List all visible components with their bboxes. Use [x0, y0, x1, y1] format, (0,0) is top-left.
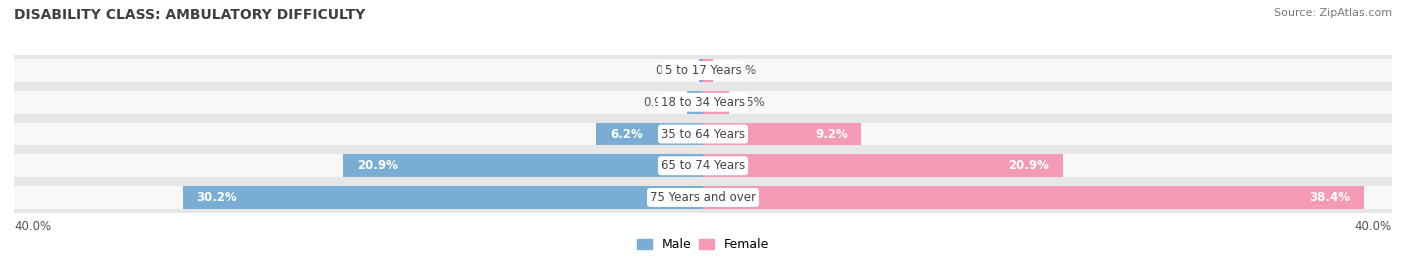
Text: 65 to 74 Years: 65 to 74 Years	[661, 159, 745, 172]
Bar	[183, 186, 703, 209]
Bar	[688, 91, 703, 114]
Text: 5 to 17 Years: 5 to 17 Years	[665, 64, 741, 77]
Text: 0.21%: 0.21%	[655, 64, 693, 77]
Text: 18 to 34 Years: 18 to 34 Years	[661, 96, 745, 109]
Bar	[14, 186, 1392, 209]
Bar	[14, 91, 1392, 114]
Bar	[703, 154, 1063, 177]
Text: DISABILITY CLASS: AMBULATORY DIFFICULTY: DISABILITY CLASS: AMBULATORY DIFFICULTY	[14, 8, 366, 22]
Text: 40.0%: 40.0%	[14, 220, 51, 233]
Bar	[596, 122, 703, 146]
Bar	[703, 91, 728, 114]
Text: 20.9%: 20.9%	[1008, 159, 1049, 172]
Text: 20.9%: 20.9%	[357, 159, 398, 172]
Text: 0.56%: 0.56%	[720, 64, 756, 77]
Bar	[14, 182, 1392, 213]
Bar	[343, 154, 703, 177]
Text: 75 Years and over: 75 Years and over	[650, 191, 756, 204]
Text: 38.4%: 38.4%	[1309, 191, 1351, 204]
Bar	[14, 122, 1392, 146]
Bar	[14, 154, 1392, 177]
Text: 40.0%: 40.0%	[1355, 220, 1392, 233]
Bar	[14, 55, 1392, 86]
Bar	[703, 59, 713, 82]
Text: 35 to 64 Years: 35 to 64 Years	[661, 128, 745, 140]
Bar	[703, 186, 1364, 209]
Text: 0.93%: 0.93%	[643, 96, 681, 109]
Bar	[703, 122, 862, 146]
Text: 30.2%: 30.2%	[197, 191, 238, 204]
Bar	[14, 86, 1392, 118]
Text: 9.2%: 9.2%	[815, 128, 848, 140]
Bar	[14, 118, 1392, 150]
Text: 1.5%: 1.5%	[735, 96, 765, 109]
Text: Source: ZipAtlas.com: Source: ZipAtlas.com	[1274, 8, 1392, 18]
Bar	[699, 59, 703, 82]
Bar	[14, 59, 1392, 82]
Legend: Male, Female: Male, Female	[637, 238, 769, 251]
Bar	[14, 150, 1392, 182]
Text: 6.2%: 6.2%	[610, 128, 643, 140]
